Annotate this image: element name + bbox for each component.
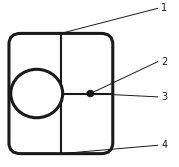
Circle shape [87,91,94,97]
Text: 4: 4 [161,140,167,150]
FancyBboxPatch shape [9,33,113,154]
Text: 1: 1 [161,3,167,13]
Text: 3: 3 [161,92,167,102]
Text: 2: 2 [161,57,167,67]
Circle shape [11,69,63,118]
